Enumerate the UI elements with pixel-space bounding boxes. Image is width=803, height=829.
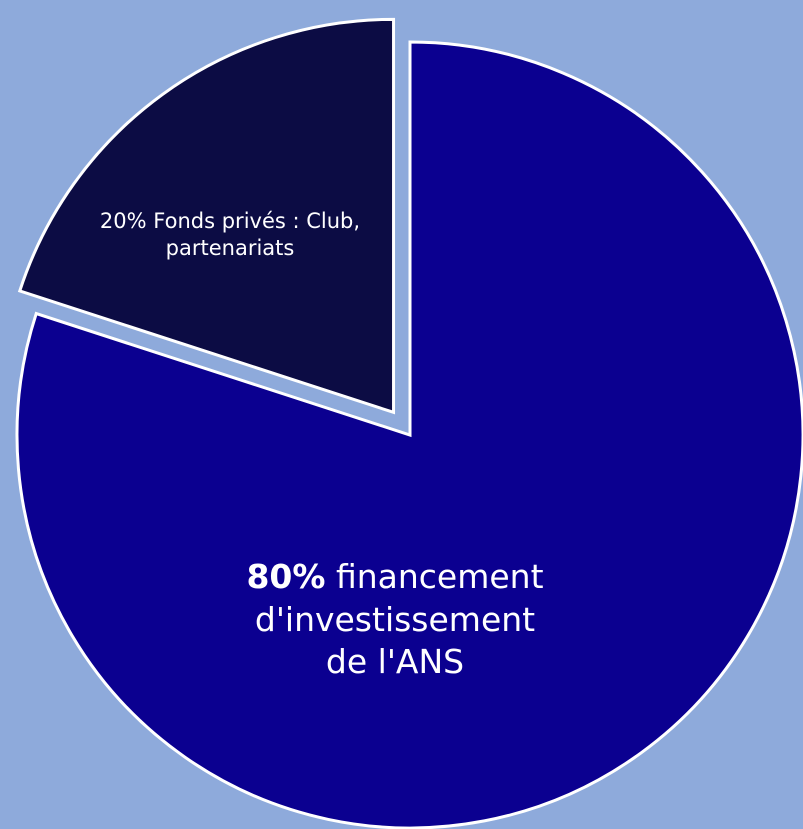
- value-label: 20%: [99, 208, 147, 233]
- slice-label-text: 80% financement d'investissement de l'AN…: [230, 520, 560, 720]
- pie-slice: [15, 40, 803, 829]
- slice-label-text: 20% Fonds privés : Club, partenariats: [60, 180, 400, 290]
- slice-label: 20% Fonds privés : Club, partenariats: [60, 180, 400, 290]
- value-label: 80%: [246, 556, 326, 596]
- category-label: Fonds privés : Club, partenariats: [153, 208, 361, 260]
- slice-label-content: 80% financement d'investissement de l'AN…: [230, 556, 560, 685]
- slice-label: 80% financement d'investissement de l'AN…: [230, 520, 560, 720]
- category-label: financement d'investissement de l'ANS: [254, 556, 544, 682]
- pie-slice: [17, 17, 396, 415]
- slice-label-content: 20% Fonds privés : Club, partenariats: [60, 208, 400, 263]
